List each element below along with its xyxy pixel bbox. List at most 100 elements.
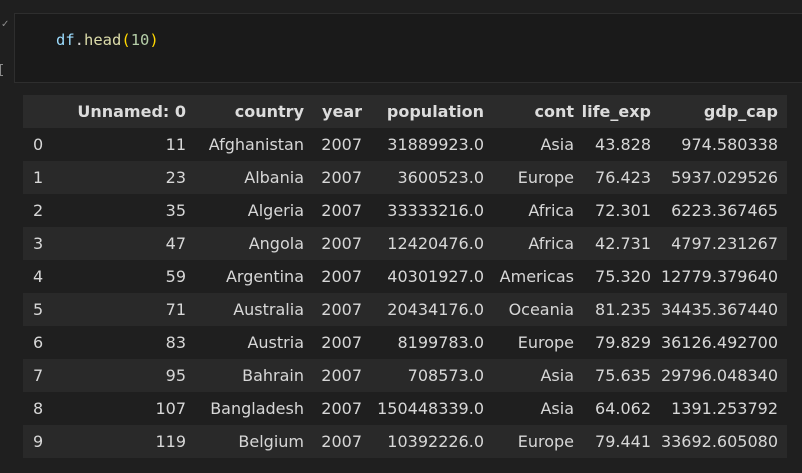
column-header-index [23,95,67,128]
table-cell: Asia [486,392,577,425]
code-token-open-paren: ( [121,31,131,49]
table-cell: 2007 [307,359,365,392]
table-cell: 708573.0 [365,359,486,392]
code-line[interactable]: df.head(10) [56,30,159,50]
column-header: year [307,95,365,128]
table-cell: 2007 [307,392,365,425]
table-cell: 79.441 [577,425,660,458]
code-token-function: head [84,31,122,49]
row-index-cell: 4 [23,260,67,293]
column-header: country [194,95,307,128]
table-cell: 8199783.0 [365,326,486,359]
table-cell: 119 [67,425,194,458]
table-cell: Belgium [194,425,307,458]
row-index-cell: 7 [23,359,67,392]
table-cell: 2007 [307,227,365,260]
code-token-variable: df [56,31,75,49]
table-cell: Oceania [486,293,577,326]
table-cell: 20434176.0 [365,293,486,326]
table-cell: 33333216.0 [365,194,486,227]
row-index-cell: 3 [23,227,67,260]
row-index-cell: 5 [23,293,67,326]
table-row: 9 119 Belgium 2007 10392226.0 Europe 79.441 336… [23,425,787,458]
table-cell: 5937.029526 [660,161,787,194]
table-cell: Africa [486,227,577,260]
column-header: population [365,95,486,128]
table-body: 0 11 Afghanistan 2007 31889923.0 Asia 43.828 97… [23,128,787,458]
code-token-dot: . [74,31,85,49]
table-row: 2 35 Algeria 2007 33333216.0 Africa 72.301 6223… [23,194,787,227]
table-cell: Algeria [194,194,307,227]
table-cell: Americas [486,260,577,293]
table-row: 4 59 Argentina 2007 40301927.0 Americas 75.320… [23,260,787,293]
table-header-row: Unnamed: 0 country year population cont life_… [23,95,787,128]
table-cell: 47 [67,227,194,260]
table-cell: Afghanistan [194,128,307,161]
table-cell: 10392226.0 [365,425,486,458]
table-cell: 6223.367465 [660,194,787,227]
code-token-argument: 10 [130,31,150,49]
table-cell: Europe [486,161,577,194]
table-row: 1 23 Albania 2007 3600523.0 Europe 76.423 5937.… [23,161,787,194]
table-cell: 64.062 [577,392,660,425]
table-cell: Angola [194,227,307,260]
column-header: gdp_cap [660,95,787,128]
table-cell: 11 [67,128,194,161]
table-row: 8 107 Bangladesh 2007 150448339.0 Asia 64.062 1… [23,392,787,425]
code-token-close-paren: ) [149,31,159,49]
table-cell: 43.828 [577,128,660,161]
table-cell: 2007 [307,161,365,194]
table-cell: Africa [486,194,577,227]
row-index-cell: 2 [23,194,67,227]
output-collapse-bracket-icon[interactable] [0,64,3,76]
table-cell: 12779.379640 [660,260,787,293]
table-cell: 2007 [307,326,365,359]
table-cell: 4797.231267 [660,227,787,260]
table-cell: 1391.253792 [660,392,787,425]
table-cell: 35 [67,194,194,227]
table-cell: 72.301 [577,194,660,227]
table-cell: Asia [486,128,577,161]
dataframe-table: Unnamed: 0 country year population cont life_… [23,95,787,458]
table-cell: Asia [486,359,577,392]
table-cell: 12420476.0 [365,227,486,260]
code-cell-editor[interactable]: df.head(10) [14,13,802,83]
table-cell: Bangladesh [194,392,307,425]
table-cell: 71 [67,293,194,326]
table-cell: Australia [194,293,307,326]
table-cell: 40301927.0 [365,260,486,293]
row-index-cell: 1 [23,161,67,194]
table-cell: 83 [67,326,194,359]
table-row: 3 47 Angola 2007 12420476.0 Africa 42.731 4797.… [23,227,787,260]
table-cell: 34435.367440 [660,293,787,326]
table-cell: 42.731 [577,227,660,260]
row-index-cell: 8 [23,392,67,425]
row-index-cell: 9 [23,425,67,458]
column-header: life_exp [577,95,660,128]
table-cell: 33692.605080 [660,425,787,458]
table-cell: 36126.492700 [660,326,787,359]
table-cell: 81.235 [577,293,660,326]
table-cell: 79.829 [577,326,660,359]
table-cell: 2007 [307,128,365,161]
table-cell: 3600523.0 [365,161,486,194]
table-cell: 75.320 [577,260,660,293]
table-cell: Austria [194,326,307,359]
column-header: Unnamed: 0 [67,95,194,128]
table-cell: 107 [67,392,194,425]
table-cell: 2007 [307,425,365,458]
table-cell: 29796.048340 [660,359,787,392]
table-cell: 31889923.0 [365,128,486,161]
table-cell: Europe [486,326,577,359]
table-cell: 75.635 [577,359,660,392]
table-cell: 2007 [307,194,365,227]
table-row: 6 83 Austria 2007 8199783.0 Europe 79.829 36126… [23,326,787,359]
table-cell: Albania [194,161,307,194]
table-cell: 95 [67,359,194,392]
table-cell: 23 [67,161,194,194]
row-index-cell: 6 [23,326,67,359]
table-cell: 150448339.0 [365,392,486,425]
table-row: 0 11 Afghanistan 2007 31889923.0 Asia 43.828 97… [23,128,787,161]
cell-output: Unnamed: 0 country year population cont life_… [23,95,787,458]
